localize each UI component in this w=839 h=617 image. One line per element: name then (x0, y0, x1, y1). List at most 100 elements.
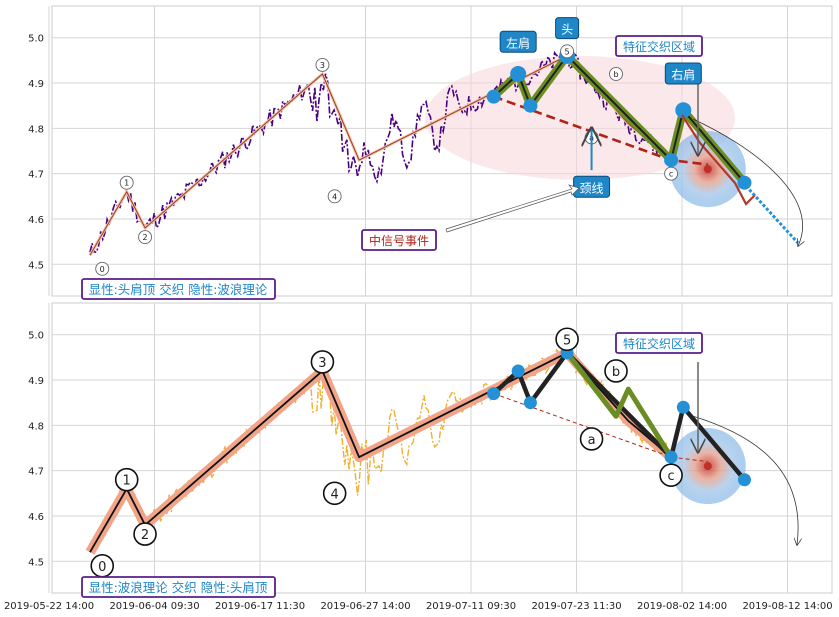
wave-label-text: 4 (331, 487, 339, 502)
y-tick-label: 4.9 (28, 376, 44, 387)
wave-label-text: 5 (565, 47, 570, 56)
y-tick-label: 4.8 (28, 124, 44, 135)
wave-label-circle (327, 189, 342, 204)
y-tick-label: 4.6 (28, 215, 44, 226)
region-label-text: 特征交织区域 (623, 336, 695, 351)
pattern-tag (664, 62, 702, 85)
hs-point (523, 396, 537, 410)
hs-point (486, 89, 501, 104)
wave-label-text: 1 (123, 474, 131, 489)
y-tick-label: 4.5 (28, 260, 44, 271)
wave-label-circle (609, 67, 623, 81)
y-tick-label: 4.8 (28, 421, 44, 432)
wave-label-circle (310, 350, 335, 374)
hs-point (664, 153, 679, 168)
x-tick-label: 2019-06-17 11:30 (215, 601, 305, 612)
wave-label-text: 2 (141, 528, 149, 543)
wave-label-text: 5 (563, 333, 571, 348)
wave-label-circle (119, 175, 134, 190)
wave-label-text: a (588, 433, 596, 448)
wave-label-text: 4 (332, 192, 337, 201)
hs-point (523, 98, 538, 113)
panel-top: 4.54.64.74.84.95.0 012345abc左肩头颈线右肩特征交织区… (28, 5, 833, 300)
y-tick-label: 5.0 (28, 34, 44, 45)
x-axis-ticks: 2019-05-22 14:00 2019-06-04 09:30 2019-06-… (4, 601, 833, 612)
x-tick-label: 2019-07-23 11:30 (531, 601, 621, 612)
pattern-tag-text: 左肩 (506, 35, 530, 50)
y-tick-label: 5.0 (28, 331, 44, 342)
info-label-box (81, 576, 276, 598)
y-tick-label: 4.5 (28, 557, 44, 568)
hs-point (737, 175, 752, 190)
wave-label-text: 1 (124, 179, 129, 188)
focus-point (703, 165, 712, 174)
head-shoulders-top (486, 47, 803, 246)
x-tick-label: 2019-08-02 14:00 (637, 601, 727, 612)
wave-label-text: 3 (318, 356, 326, 371)
pattern-tag-text: 头 (561, 23, 573, 37)
wave-label-text: c (668, 469, 675, 484)
signal-label-text: 中信号事件 (369, 233, 429, 248)
y-tick-label: 4.6 (28, 512, 44, 523)
x-tick-label: 2019-06-04 09:30 (109, 601, 199, 612)
head-shoulders-bottom (487, 346, 798, 545)
wave-label-circle (95, 261, 110, 276)
region-label-text: 特征交织区域 (623, 39, 695, 54)
x-tick-label: 2019-07-11 09:30 (426, 601, 516, 612)
y-ticks-bottom: 4.5 4.6 4.7 4.8 4.9 5.0 (28, 331, 44, 569)
wave-label-text: b (612, 365, 620, 380)
wave-label-text: 0 (100, 265, 105, 274)
wave-label-text: 0 (98, 560, 106, 575)
hs-point (664, 450, 678, 464)
wave-label-circle (560, 44, 575, 59)
wave-label-circle (114, 467, 139, 492)
hs-point (737, 473, 751, 487)
focus-point (703, 462, 712, 471)
info-label-text: 显性:头肩顶 交织 隐性:波浪理论 (89, 282, 268, 297)
wave-label-text: b (613, 70, 618, 79)
wave-label-circle (138, 230, 153, 245)
neckline (493, 393, 708, 463)
wave-label-circle (322, 481, 347, 506)
pattern-tag-text: 颈线 (580, 181, 604, 195)
hs-point (511, 364, 525, 378)
wave-label-text: 2 (143, 233, 148, 242)
y-tick-label: 4.9 (28, 79, 44, 90)
panel-bottom: 4.5 4.6 4.7 4.8 4.9 5.0 0 1 2 3 4 5 a b c 特征交织区域显性:波浪理… (28, 302, 833, 598)
wave-label-circle (659, 463, 683, 487)
wave-label-text: 3 (320, 61, 325, 70)
x-tick-label: 2019-05-22 14:00 (4, 601, 94, 612)
signal-label-box (361, 229, 437, 251)
y-tick-label: 4.7 (28, 467, 44, 478)
signal-arrow (445, 184, 580, 233)
region-label-box (615, 332, 703, 354)
info-label-text: 显性:波浪理论 交织 隐性:头肩顶 (89, 580, 268, 595)
hs-point (487, 387, 501, 401)
forecast-arrow (693, 415, 798, 545)
wave-abc-line (565, 351, 674, 459)
y-ticks-top: 4.5 4.6 4.7 4.8 4.9 5.0 (28, 34, 44, 272)
x-tick-label: 2019-06-27 14:00 (320, 601, 410, 612)
hs-point (675, 102, 692, 119)
hs-point (676, 400, 690, 414)
forecast-arrow (693, 118, 802, 246)
region-label-box (615, 35, 703, 57)
pattern-tag-text: 右肩 (671, 67, 695, 82)
x-tick-label: 2019-08-12 14:00 (742, 601, 832, 612)
projection-line (681, 114, 756, 206)
wave-labels-top: 012345abc左肩头颈线右肩特征交织区域中信号事件显性:头肩顶 交织 隐性:… (81, 17, 703, 300)
y-tick-label: 4.7 (28, 170, 44, 181)
wave-label-text: c (669, 170, 673, 179)
wave-label-circle (555, 327, 579, 352)
pattern-tag (499, 30, 537, 53)
wave-label-circle (579, 427, 604, 451)
pattern-tag (555, 17, 580, 40)
hs-point (510, 65, 527, 82)
wave-label-circle (604, 359, 628, 383)
wave-label-circle (315, 57, 330, 72)
wave-label-circle (133, 522, 157, 546)
info-label-box (81, 278, 276, 300)
projection-target (744, 184, 800, 245)
